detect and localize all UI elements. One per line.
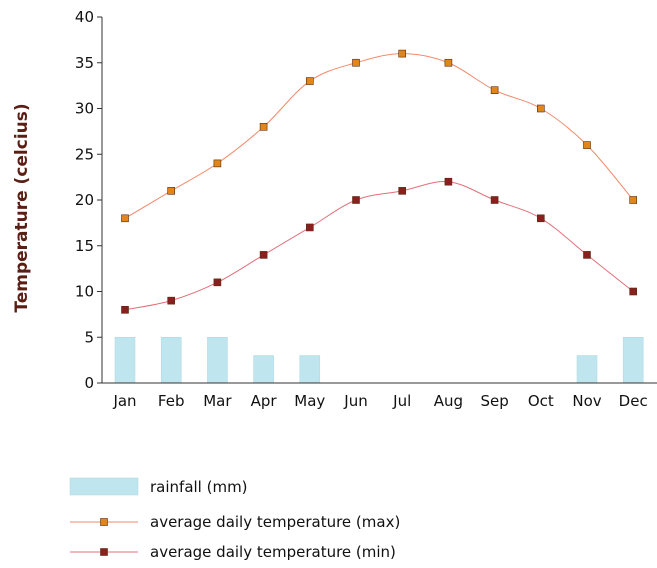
temperature-max-line [124, 53, 634, 219]
y-tick-label: 25 [75, 145, 94, 163]
temperature-max-point [583, 141, 591, 149]
temperature-min-point [398, 187, 407, 195]
y-tick-label: 40 [75, 8, 94, 26]
temperature-min-point [583, 251, 591, 259]
temperature-min-point [213, 278, 222, 287]
temperature-max-point [121, 214, 129, 223]
y-tick-label: 5 [84, 328, 94, 346]
temperature-min-point [121, 305, 129, 314]
y-tick-label: 30 [75, 100, 94, 118]
temperature-max-point [213, 159, 222, 168]
x-tick-label: Jan [112, 392, 136, 410]
y-tick-label: 15 [75, 237, 94, 255]
rainfall-bar [622, 337, 644, 384]
temperature-min-line [124, 181, 634, 311]
x-tick-label: Jun [343, 392, 367, 410]
temperature-max-point [398, 49, 407, 58]
rainfall-bar [160, 337, 182, 384]
x-tick-label: Oct [528, 392, 554, 410]
temperature-min-point [305, 223, 314, 232]
y-ticks: 0 5 10 15 20 25 30 35 40 [75, 8, 102, 392]
x-tick-label: Nov [572, 392, 601, 410]
x-tick-label: Mar [203, 392, 232, 410]
legend-rainfall-swatch [69, 477, 139, 496]
temperature-min-point [629, 287, 638, 296]
temperature-max-point [259, 123, 268, 131]
x-tick-label: Sep [480, 392, 508, 410]
x-tick-label: Apr [251, 392, 278, 410]
rainfall-bar [576, 355, 598, 384]
y-axis-label: Temperature (celcius) [12, 103, 32, 312]
axes [101, 17, 657, 384]
legend-min-label: average daily temperature (min) [150, 543, 396, 561]
x-tick-label: Aug [434, 392, 463, 410]
temperature-min-point [259, 251, 268, 259]
temperature-max-point [629, 196, 638, 204]
temperature-max-point [352, 58, 360, 67]
rainfall-bar [299, 355, 321, 384]
temperature-max-point [536, 104, 545, 113]
x-tick-label: Jul [392, 392, 411, 410]
rainfall-bar [114, 337, 136, 384]
x-tick-label: Dec [619, 392, 648, 410]
temperature-lines [121, 49, 638, 314]
temperature-max-point [444, 58, 453, 67]
temperature-min-point [167, 296, 175, 305]
legend-max-label: average daily temperature (max) [150, 513, 400, 531]
temperature-min-point [490, 196, 499, 204]
legend-rainfall-label: rainfall (mm) [150, 478, 248, 496]
legend: rainfall (mm) average daily temperature (… [69, 477, 400, 561]
y-tick-label: 35 [75, 54, 94, 72]
x-tick-label: Feb [158, 392, 185, 410]
rainfall-bars [114, 337, 644, 384]
y-tick-label: 0 [84, 374, 94, 392]
rainfall-bar [253, 355, 274, 384]
temperature-max-point [167, 187, 175, 195]
temperature-min-point [444, 177, 453, 186]
temperature-max-point [490, 86, 499, 94]
y-tick-label: 20 [75, 191, 94, 209]
temperature-min-point [536, 214, 545, 223]
temperature-min-point [352, 196, 360, 204]
y-tick-label: 10 [75, 283, 94, 301]
legend-max-marker [100, 518, 108, 526]
temperature-max-point [305, 77, 314, 85]
legend-min-marker [100, 548, 108, 556]
x-ticks: Jan Feb Mar Apr May Jun Jul Aug Sep Oct Nov Dec [112, 392, 647, 410]
x-tick-label: May [294, 392, 325, 410]
rainfall-bar [207, 337, 228, 384]
